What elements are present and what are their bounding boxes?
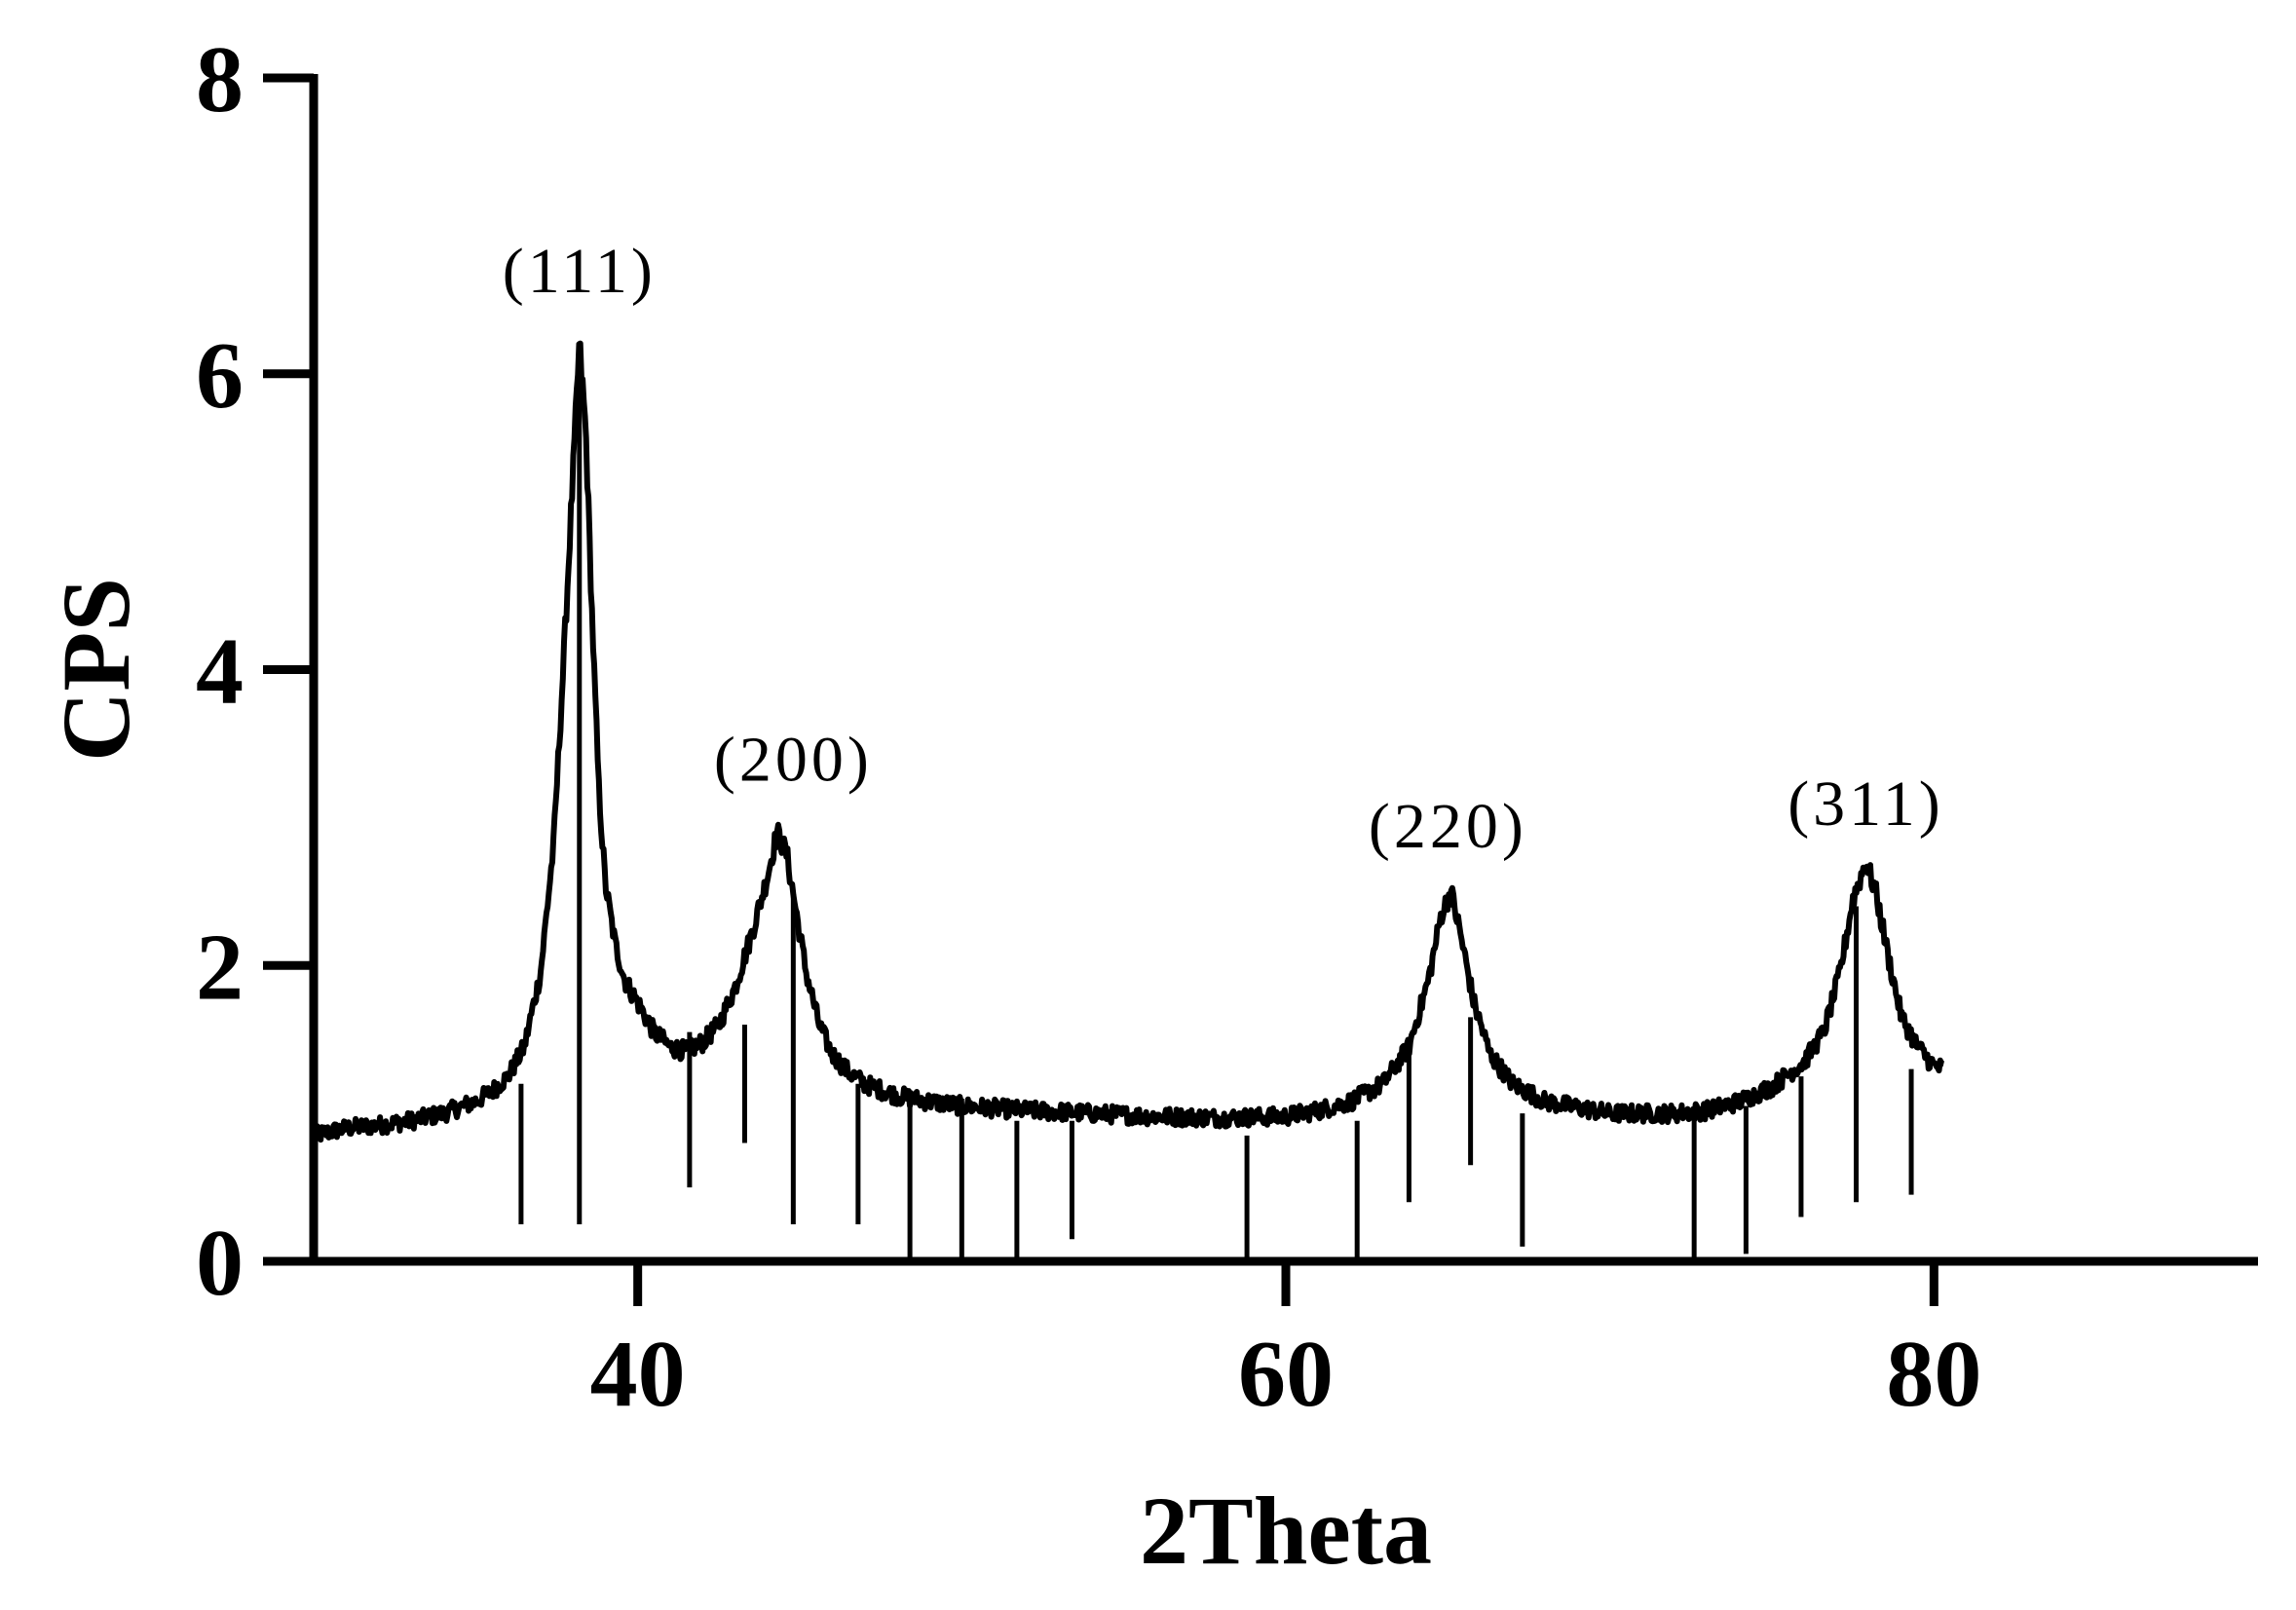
peak-annotations: (111) (200) (220) (311) bbox=[503, 236, 1944, 862]
y-axis-title: CPS bbox=[42, 578, 150, 762]
y-tick-label: 2 bbox=[196, 915, 244, 1020]
x-tick-label: 40 bbox=[590, 1322, 686, 1427]
peak-label: (111) bbox=[503, 236, 657, 307]
data-series-line bbox=[311, 340, 1946, 1143]
peak-label: (200) bbox=[714, 724, 873, 795]
y-tick-label: 8 bbox=[196, 27, 244, 132]
peak-label: (220) bbox=[1369, 791, 1527, 862]
y-ticks: 0 2 4 6 8 bbox=[196, 27, 314, 1316]
y-tick-label: 6 bbox=[196, 323, 244, 429]
y-tick-label: 0 bbox=[196, 1211, 244, 1316]
x-tick-label: 80 bbox=[1886, 1322, 1981, 1427]
peak-label: (311) bbox=[1788, 768, 1944, 840]
reference-lines bbox=[518, 344, 1914, 1261]
x-axis-title: 2Theta bbox=[1140, 1477, 1432, 1585]
x-tick-label: 60 bbox=[1238, 1322, 1334, 1427]
x-ticks: 40 60 80 bbox=[590, 1261, 1981, 1427]
y-tick-label: 4 bbox=[196, 619, 244, 725]
